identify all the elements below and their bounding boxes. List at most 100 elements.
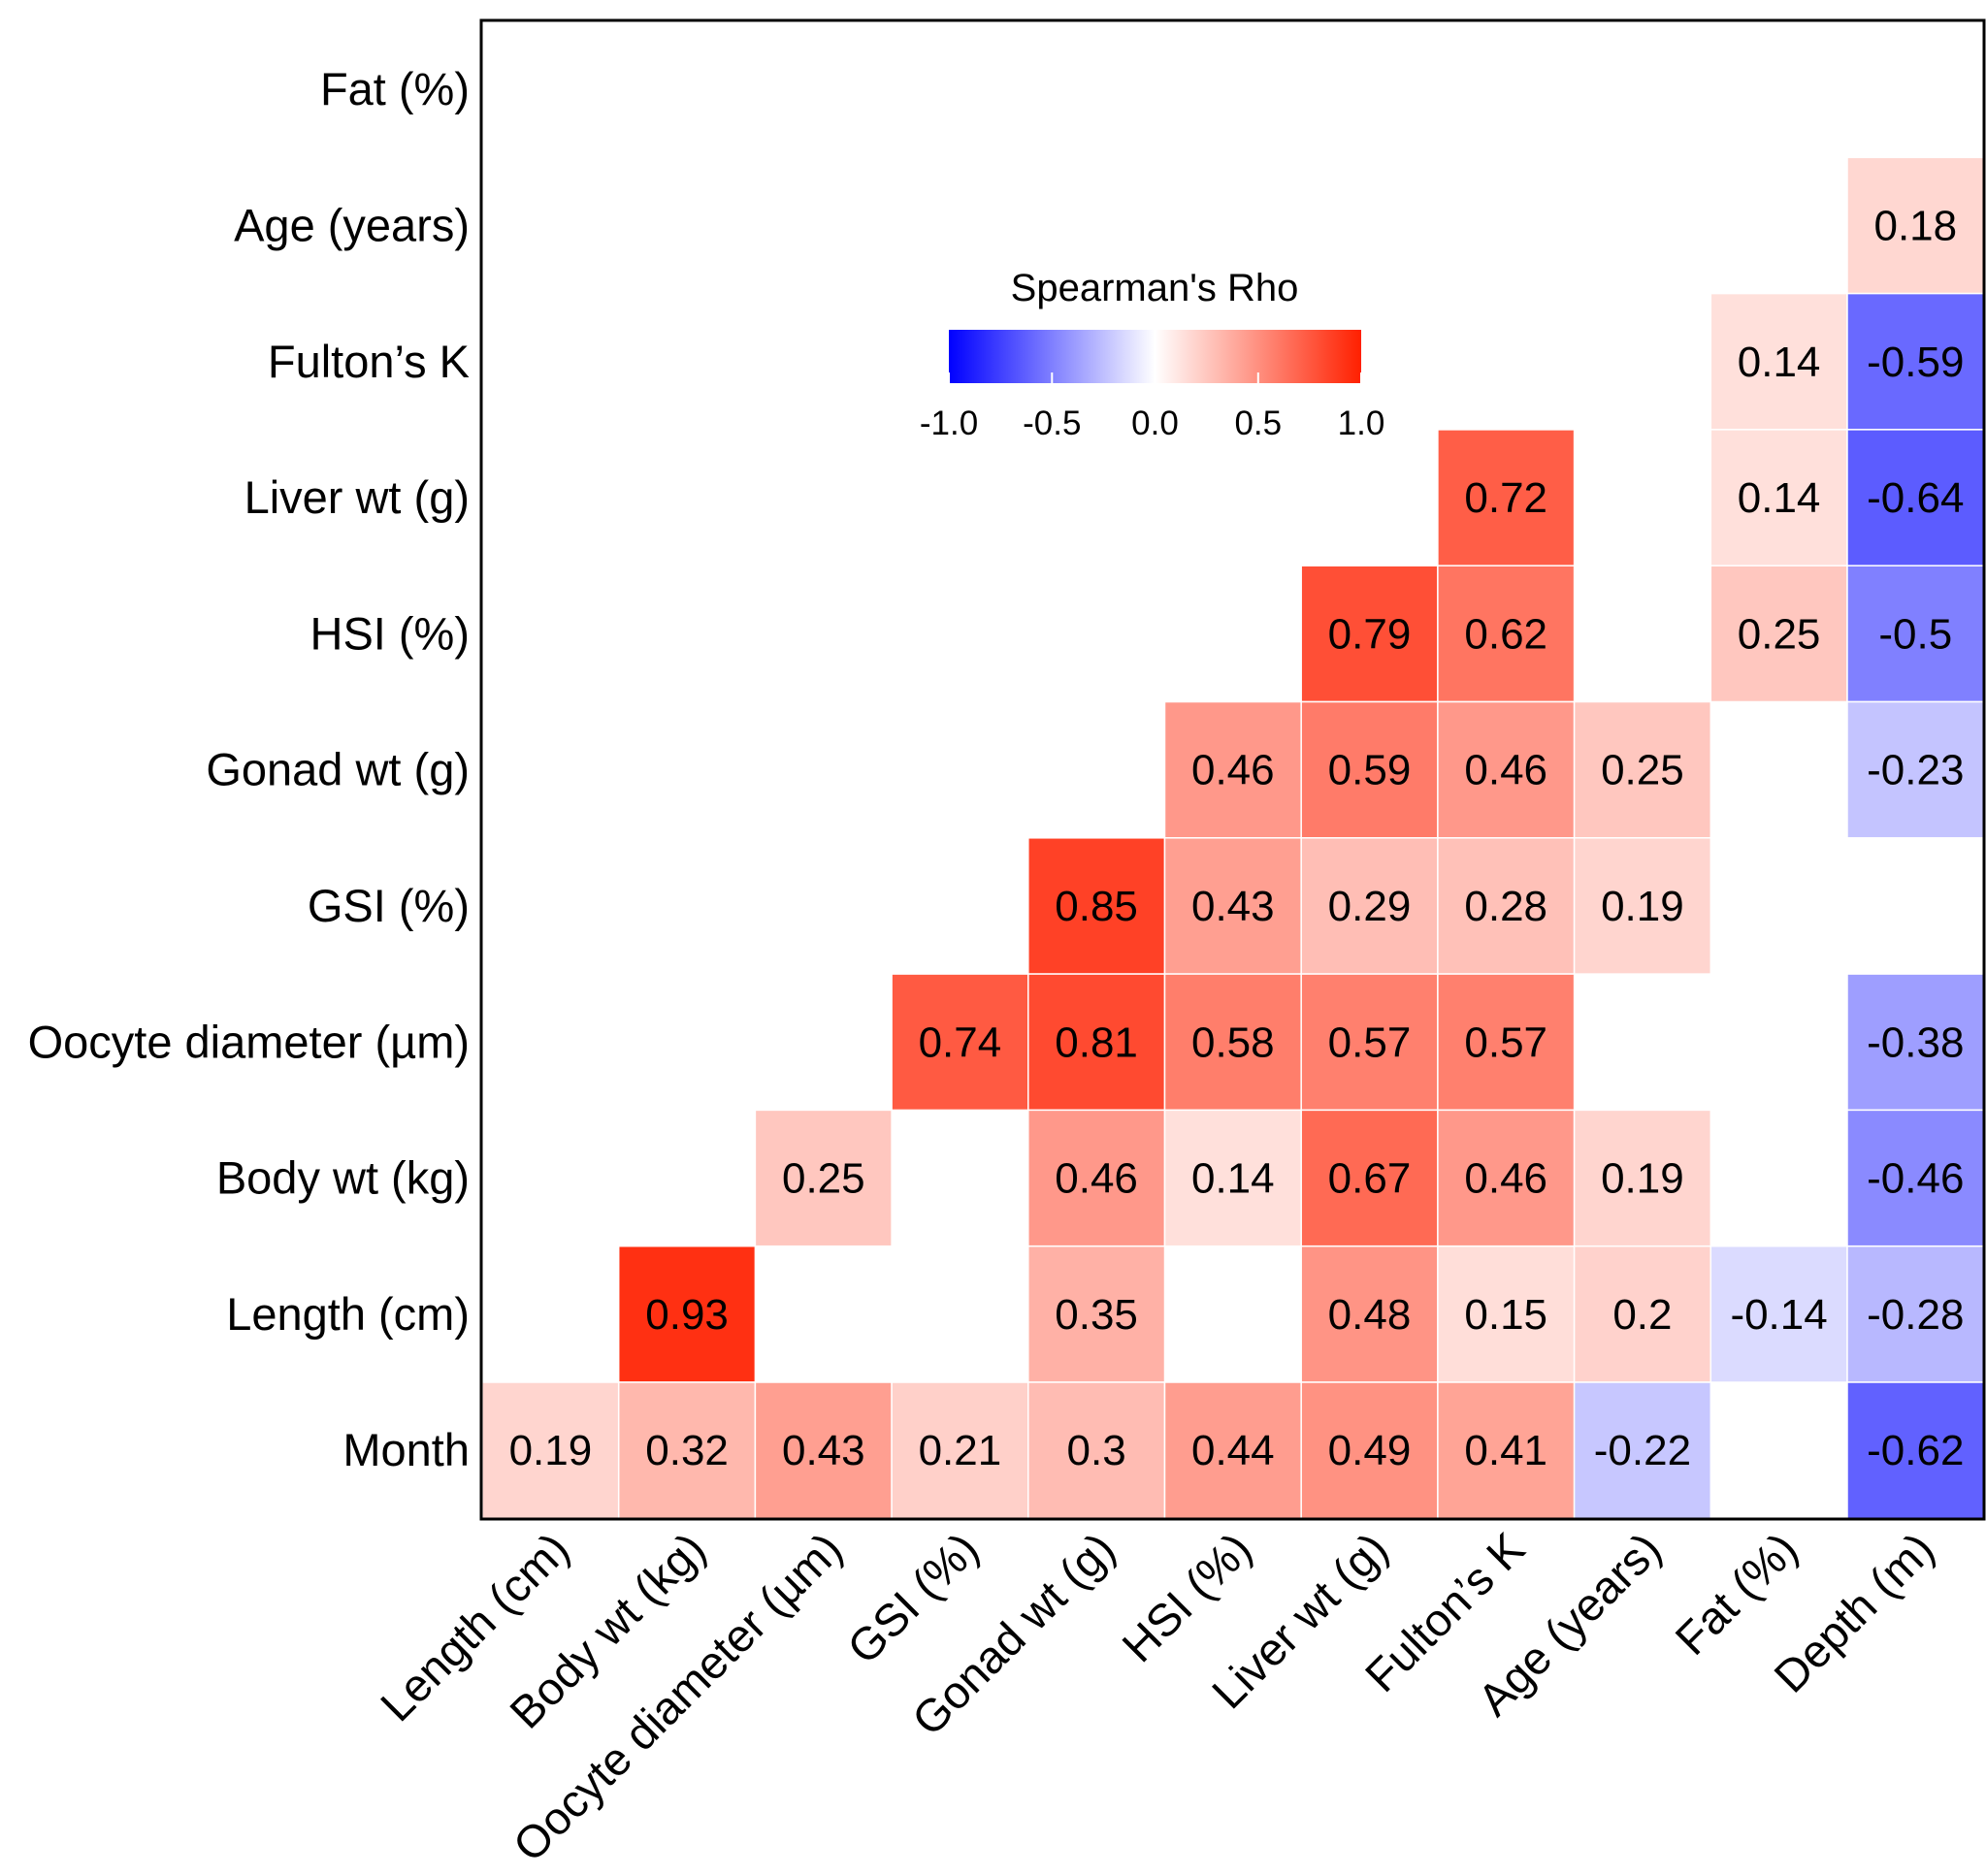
legend-ticks: -1.0 -0.5 0.0 0.5 1.0	[920, 372, 1384, 442]
cell-fill	[1846, 429, 1985, 566]
heatmap-cell-gonad-wt-g-liver-wt-g: 0.59	[1300, 700, 1439, 839]
heatmap-cell-gsi-liver-wt-g: 0.29	[1300, 837, 1439, 975]
y-label-fat: Fat (%)	[320, 63, 470, 114]
cell-value-label: 0.58	[1191, 1019, 1275, 1066]
cell-fill	[1846, 700, 1985, 839]
cell-fill	[1300, 700, 1439, 839]
cell-value-label: 0.93	[645, 1291, 729, 1339]
cell-value-label: -0.59	[1867, 339, 1964, 386]
heatmap-cell-fulton-s-k-fat: 0.14	[1709, 292, 1848, 431]
heatmap-cell-hsi-depth-m: -0.5	[1846, 565, 1985, 703]
heatmap-cell-oocyte-diameter-m-hsi: 0.58	[1163, 973, 1302, 1112]
legend-tick-label: 0.0	[1131, 404, 1179, 442]
cell-fill	[1573, 1381, 1712, 1520]
y-label-gsi: GSI (%)	[308, 880, 470, 931]
legend-tick-label: -0.5	[1023, 404, 1081, 442]
cell-value-label: 0.25	[782, 1155, 865, 1203]
heatmap-cell-length-cm-gonad-wt-g: 0.35	[1027, 1245, 1166, 1383]
heatmap-cell-body-wt-kg-depth-m: -0.46	[1846, 1109, 1985, 1247]
cell-fill	[1300, 1381, 1439, 1520]
y-label-length-cm: Length (cm)	[226, 1288, 470, 1340]
cell-value-label: 0.46	[1464, 747, 1547, 794]
cell-fill	[1163, 973, 1302, 1112]
heatmap-cell-hsi-liver-wt-g: 0.79	[1300, 565, 1439, 703]
heatmap-cell-length-cm-fulton-s-k: 0.15	[1437, 1245, 1576, 1383]
cell-fill	[1709, 1245, 1848, 1383]
heatmap-cell-liver-wt-g-fulton-s-k: 0.72	[1437, 429, 1576, 566]
cell-value-label: 0.49	[1328, 1427, 1412, 1474]
cell-value-label: 0.57	[1464, 1019, 1547, 1066]
cell-value-label: 0.74	[919, 1019, 1002, 1066]
cell-fill	[1709, 292, 1848, 431]
cell-value-label: 0.81	[1055, 1019, 1138, 1066]
heatmap-cell-month-gsi: 0.21	[891, 1381, 1029, 1520]
legend-tick-label: 0.5	[1234, 404, 1282, 442]
heatmap-cell-gonad-wt-g-depth-m: -0.23	[1846, 700, 1985, 839]
cell-value-label: 0.85	[1055, 883, 1138, 930]
cell-value-label: 0.67	[1328, 1155, 1412, 1203]
heatmap-cell-oocyte-diameter-m-depth-m: -0.38	[1846, 973, 1985, 1112]
cell-fill	[1027, 1109, 1166, 1247]
cell-fill	[1846, 156, 1985, 295]
heatmap-cell-gsi-fulton-s-k: 0.28	[1437, 837, 1576, 975]
heatmap-cell-body-wt-kg-fulton-s-k: 0.46	[1437, 1109, 1576, 1247]
cell-value-label: 0.18	[1873, 203, 1957, 250]
y-label-oocyte-diameter-m: Oocyte diameter (µm)	[28, 1016, 470, 1067]
cell-value-label: 0.14	[1191, 1155, 1275, 1203]
cell-value-label: 0.29	[1328, 883, 1412, 930]
heatmap-cell-oocyte-diameter-m-liver-wt-g: 0.57	[1300, 973, 1439, 1112]
cell-value-label: 0.14	[1738, 339, 1821, 386]
cell-value-label: 0.41	[1464, 1427, 1547, 1474]
heatmap-cell-body-wt-kg-oocyte-diameter-m: 0.25	[754, 1109, 893, 1247]
cell-fill	[481, 1381, 620, 1520]
cell-fill	[1437, 1381, 1576, 1520]
legend-tick-label: 1.0	[1338, 404, 1385, 442]
cell-value-label: -0.28	[1867, 1291, 1964, 1339]
cell-fill	[617, 1245, 757, 1383]
cell-fill	[1437, 973, 1576, 1112]
cell-value-label: 0.46	[1464, 1155, 1547, 1203]
y-axis-labels: Fat (%) Age (years) Fulton’s K Liver wt (g)…	[28, 63, 470, 1475]
heatmap-cell-gsi-hsi: 0.43	[1163, 837, 1302, 975]
legend-tick-label: -1.0	[920, 404, 978, 442]
cell-value-label: 0.43	[1191, 883, 1275, 930]
cell-fill	[1573, 1109, 1712, 1247]
cell-fill	[1437, 1245, 1576, 1383]
cell-value-label: -0.38	[1867, 1019, 1964, 1066]
heatmap-cell-month-length-cm: 0.19	[481, 1381, 620, 1520]
cell-fill	[1027, 1381, 1166, 1520]
heatmap-cells: 0.18 0.14 -0.59 0.72 0.14 -0.64 0.79 0.62 0.25 -0…	[481, 156, 1985, 1520]
cell-fill	[1027, 1245, 1166, 1383]
heatmap-cell-month-gonad-wt-g: 0.3	[1027, 1381, 1166, 1520]
heatmap-cell-body-wt-kg-liver-wt-g: 0.67	[1300, 1109, 1439, 1247]
heatmap-cell-gsi-gonad-wt-g: 0.85	[1027, 837, 1166, 975]
heatmap-cell-hsi-fulton-s-k: 0.62	[1437, 565, 1576, 703]
heatmap-cell-length-cm-liver-wt-g: 0.48	[1300, 1245, 1439, 1383]
heatmap-cell-gonad-wt-g-hsi: 0.46	[1163, 700, 1302, 839]
heatmap-cell-gonad-wt-g-age-years: 0.25	[1573, 700, 1712, 839]
cell-fill	[1300, 1245, 1439, 1383]
cell-value-label: 0.3	[1067, 1427, 1126, 1474]
cell-value-label: 0.46	[1191, 747, 1275, 794]
heatmap-cell-gonad-wt-g-fulton-s-k: 0.46	[1437, 700, 1576, 839]
plot-border	[479, 18, 1986, 1521]
cell-value-label: -0.23	[1867, 747, 1964, 794]
cell-fill	[1846, 1245, 1985, 1383]
heatmap-cell-oocyte-diameter-m-fulton-s-k: 0.57	[1437, 973, 1576, 1112]
heatmap-cell-length-cm-body-wt-kg: 0.93	[617, 1245, 757, 1383]
cell-value-label: -0.64	[1867, 474, 1964, 522]
legend-title: Spearman's Rho	[1011, 267, 1299, 309]
cell-value-label: 0.59	[1328, 747, 1412, 794]
heatmap-cell-length-cm-fat: -0.14	[1709, 1245, 1848, 1383]
heatmap-cell-length-cm-depth-m: -0.28	[1846, 1245, 1985, 1383]
heatmap-cell-month-hsi: 0.44	[1163, 1381, 1302, 1520]
y-label-hsi: HSI (%)	[310, 607, 471, 659]
cell-fill	[1437, 837, 1576, 975]
cell-fill	[1573, 700, 1712, 839]
cell-value-label: -0.5	[1878, 610, 1952, 658]
heatmap-cell-oocyte-diameter-m-gonad-wt-g: 0.81	[1027, 973, 1166, 1112]
heatmap-cell-body-wt-kg-gonad-wt-g: 0.46	[1027, 1109, 1166, 1247]
cell-fill	[1300, 565, 1439, 703]
cell-value-label: -0.62	[1867, 1427, 1964, 1474]
